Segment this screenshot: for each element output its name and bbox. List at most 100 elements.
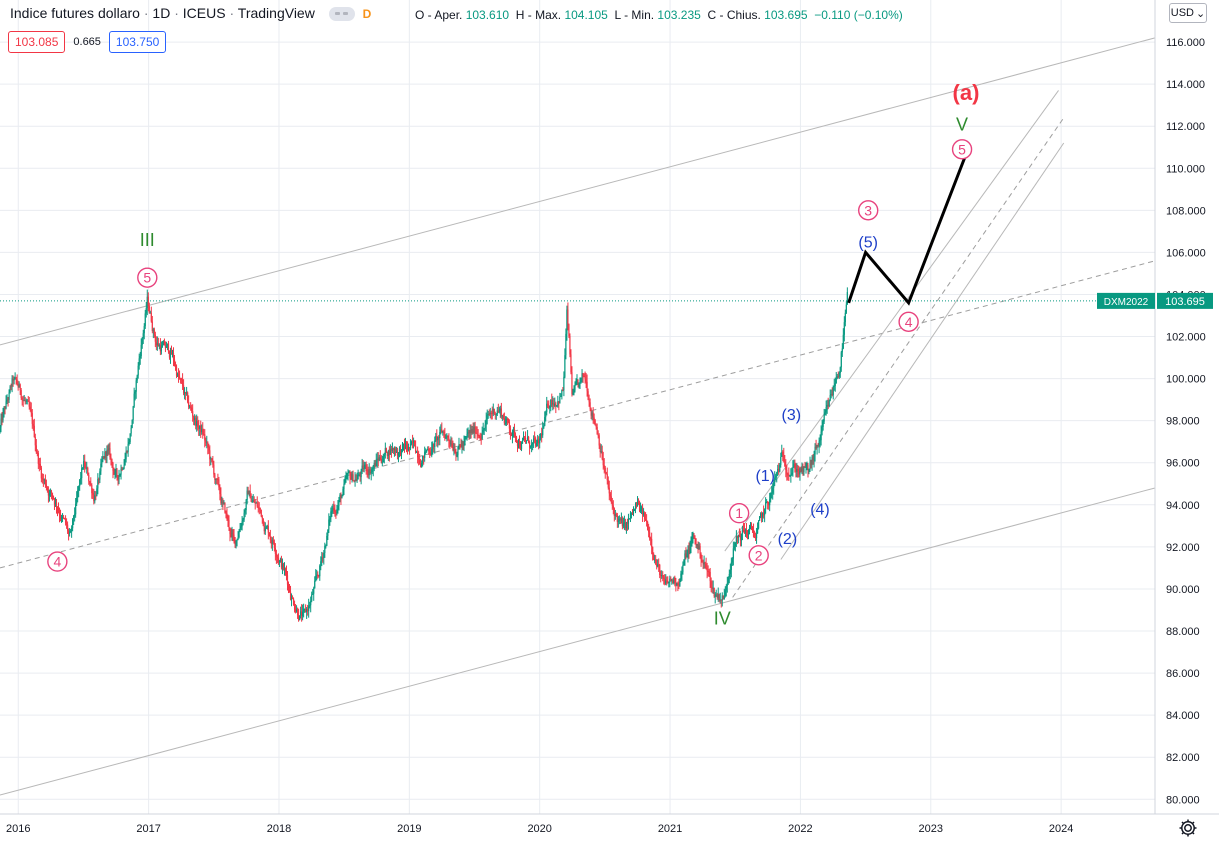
candle-body xyxy=(28,401,30,407)
candle-body xyxy=(261,516,263,519)
candle-body xyxy=(154,334,156,342)
sell-price-button[interactable]: 103.085 xyxy=(8,31,66,53)
candle-body xyxy=(788,474,790,476)
candle-body xyxy=(379,457,381,459)
candle-body xyxy=(838,372,840,377)
candle-body xyxy=(553,403,555,406)
candle-body xyxy=(126,451,128,453)
interval[interactable]: 1D xyxy=(152,5,171,21)
symbol-name[interactable]: Indice futures dollaro xyxy=(10,5,140,21)
candle-body xyxy=(702,562,704,565)
candle-body xyxy=(791,472,793,475)
candle-body xyxy=(640,507,643,510)
candle-body xyxy=(446,436,448,438)
wave-label: 5 xyxy=(143,270,151,286)
candle-body xyxy=(608,487,610,494)
candle-body xyxy=(683,559,685,565)
candle-body xyxy=(674,577,676,582)
candle-body xyxy=(361,465,363,471)
candle-body xyxy=(572,393,574,395)
candle-body xyxy=(708,571,710,573)
candle-body xyxy=(428,448,430,452)
x-tick-label: 2018 xyxy=(267,823,291,835)
candle-body xyxy=(554,403,556,406)
candle-body xyxy=(682,564,684,573)
candle-body xyxy=(296,609,299,616)
delay-badge[interactable]: D xyxy=(362,7,372,21)
candle-body xyxy=(497,410,499,412)
candle-body xyxy=(228,519,230,528)
candle-body xyxy=(1,418,3,421)
candle-body xyxy=(558,401,560,404)
candle-body xyxy=(372,467,374,470)
candle-body xyxy=(576,379,578,381)
candle-body xyxy=(69,532,71,534)
market-status-icon[interactable] xyxy=(328,7,355,22)
candle-body xyxy=(823,415,825,422)
candle-body xyxy=(149,312,151,314)
candle-body xyxy=(47,490,50,496)
buy-price-button[interactable]: 103.750 xyxy=(108,31,167,53)
candle-body xyxy=(427,448,429,450)
candle-body xyxy=(393,448,396,450)
candle-body xyxy=(3,407,5,414)
candle-body xyxy=(421,462,423,468)
candle-body xyxy=(550,399,552,407)
candle-body xyxy=(109,448,111,458)
x-tick-label: 2021 xyxy=(658,823,682,835)
candle-body xyxy=(30,409,32,414)
candle-body xyxy=(651,538,653,547)
candle-body xyxy=(579,378,581,383)
candle-body xyxy=(314,580,316,589)
candle-body xyxy=(317,574,319,576)
candle-body xyxy=(525,440,528,442)
candle-body xyxy=(677,583,679,585)
candle-body xyxy=(668,581,670,583)
candle-body xyxy=(565,333,567,356)
candle-body xyxy=(52,496,55,499)
candle-body xyxy=(566,309,568,334)
candle-body xyxy=(846,292,848,305)
candle-body xyxy=(62,516,65,519)
gear-icon[interactable] xyxy=(1176,816,1200,840)
candle-body xyxy=(270,539,272,544)
candle-body xyxy=(224,502,226,513)
candle-body xyxy=(819,440,821,442)
candle-body xyxy=(353,480,355,482)
candle-body xyxy=(413,440,416,447)
candle-body xyxy=(129,433,131,443)
candle-body xyxy=(761,513,763,518)
candle-body xyxy=(785,466,787,470)
quote-row: 103.085 0.665 103.750 xyxy=(8,31,167,53)
platform: TradingView xyxy=(237,5,315,21)
candle-body xyxy=(800,468,802,472)
candle-body xyxy=(596,427,598,435)
candle-body xyxy=(390,448,392,451)
candle-body xyxy=(463,442,465,446)
candle-body xyxy=(516,441,519,446)
candle-body xyxy=(513,429,516,435)
candle-body xyxy=(37,453,39,464)
candle-body xyxy=(18,384,20,388)
currency-selector[interactable]: USD ⌄ xyxy=(1169,3,1207,23)
wave-label: 5 xyxy=(958,141,966,157)
high-value: 104.105 xyxy=(564,8,608,22)
candle-body xyxy=(33,425,35,438)
candle-body xyxy=(696,544,698,546)
candle-body xyxy=(332,507,334,511)
candle-body xyxy=(72,518,74,529)
candle-body xyxy=(806,464,808,467)
candle-body xyxy=(686,556,688,558)
candle-body xyxy=(711,587,713,589)
candle-body xyxy=(839,367,841,373)
candle-body xyxy=(601,451,603,459)
low-value: 103.235 xyxy=(657,8,701,22)
x-tick-label: 2022 xyxy=(788,823,812,835)
candle-body xyxy=(308,605,310,612)
candle-body xyxy=(447,436,449,438)
candle-body xyxy=(186,392,188,394)
wave-label: (5) xyxy=(858,234,878,251)
candle-body xyxy=(783,454,785,462)
candle-body xyxy=(680,573,682,579)
